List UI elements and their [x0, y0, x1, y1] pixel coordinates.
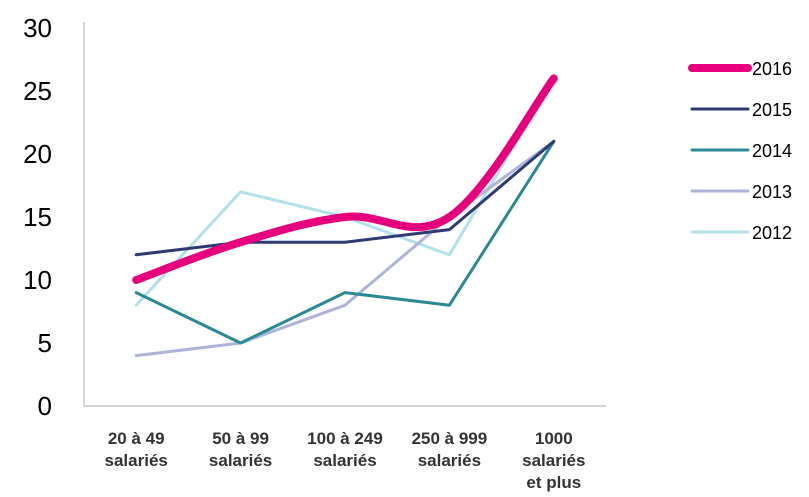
x-tick-label: 50 à 99 salariés	[209, 429, 272, 470]
series-line-2014	[134, 139, 556, 345]
legend-label-2014: 2014	[752, 141, 792, 161]
series-line-2015	[134, 139, 556, 257]
y-tick-label: 10	[23, 265, 52, 295]
y-tick-label: 20	[23, 139, 52, 169]
legend-label-2013: 2013	[752, 182, 792, 202]
y-tick-label: 30	[23, 13, 52, 43]
x-tick-label: 100 à 249 salariés	[307, 429, 383, 470]
legend-label-2015: 2015	[752, 100, 792, 120]
series-line-2013	[134, 139, 556, 358]
axes	[83, 22, 606, 407]
series-line-2012	[134, 76, 556, 307]
x-tick-label: 1000 salariés et plus	[522, 429, 585, 492]
x-tick-label: 20 à 49 salariés	[105, 429, 168, 470]
x-axis-ticks: 20 à 49 salariés 50 à 99 salariés 100 à 249 s…	[105, 429, 586, 492]
y-tick-label: 15	[23, 202, 52, 232]
x-tick-label: 250 à 999 salariés	[412, 429, 488, 470]
y-axis-ticks: 0 5 10 15 20 25 30	[23, 13, 52, 421]
legend-label-2012: 2012	[752, 223, 792, 243]
y-tick-label: 5	[38, 328, 52, 358]
series-lines	[132, 74, 558, 358]
series-line-2016	[132, 74, 558, 284]
y-tick-label: 0	[38, 391, 52, 421]
y-tick-label: 25	[23, 76, 52, 106]
legend-label-2016: 2016	[752, 59, 792, 79]
legend: 2016 2015 2014 2013 2012	[688, 59, 792, 243]
